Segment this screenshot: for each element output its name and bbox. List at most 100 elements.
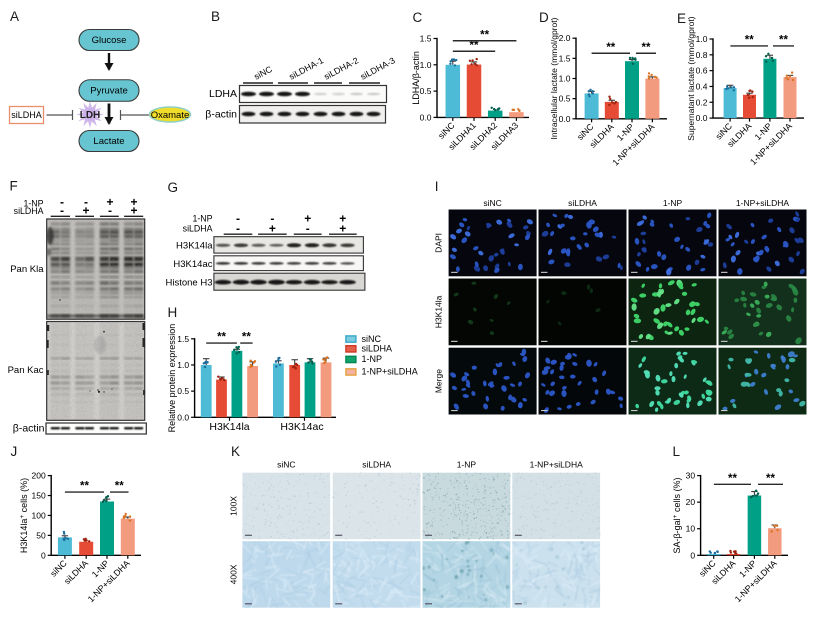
- svg-text:0.6: 0.6: [696, 66, 708, 76]
- svg-text:-: -: [108, 203, 112, 217]
- svg-text:E: E: [677, 11, 686, 26]
- svg-text:+: +: [339, 221, 346, 235]
- svg-text:**: **: [728, 473, 737, 485]
- svg-text:+: +: [82, 203, 89, 217]
- svg-text:β-actin: β-actin: [13, 423, 45, 435]
- svg-text:**: **: [217, 332, 226, 344]
- svg-text:siLDHA: siLDHA: [362, 344, 393, 354]
- svg-text:Pan Kac: Pan Kac: [8, 365, 44, 376]
- svg-text:1.5: 1.5: [177, 334, 189, 344]
- svg-text:H3K14ac: H3K14ac: [173, 259, 212, 270]
- svg-text:SA-β-gal+ cells (%): SA-β-gal+ cells (%): [672, 478, 682, 554]
- svg-text:400X: 400X: [229, 564, 239, 584]
- svg-text:C: C: [413, 10, 423, 25]
- svg-text:0.0: 0.0: [696, 113, 708, 123]
- svg-text:I: I: [435, 179, 439, 194]
- svg-text:1.5: 1.5: [420, 34, 432, 44]
- svg-text:0: 0: [41, 550, 46, 560]
- svg-text:F: F: [10, 179, 18, 194]
- svg-text:H3K14la: H3K14la: [176, 241, 213, 252]
- svg-text:+: +: [130, 203, 137, 217]
- svg-text:**: **: [745, 35, 754, 47]
- svg-text:siNC: siNC: [277, 460, 295, 470]
- svg-text:0.5: 0.5: [420, 86, 432, 96]
- svg-text:siLDHA: siLDHA: [568, 198, 597, 208]
- svg-text:1-NP: 1-NP: [362, 354, 383, 364]
- svg-text:**: **: [80, 481, 89, 493]
- svg-text:0.2: 0.2: [696, 97, 708, 107]
- svg-text:H3K14la: H3K14la: [434, 295, 444, 328]
- svg-text:B: B: [211, 9, 220, 24]
- svg-text:Pyruvate: Pyruvate: [90, 86, 128, 97]
- svg-text:K: K: [231, 444, 240, 459]
- svg-text:1-NP+siLDHA: 1-NP+siLDHA: [530, 460, 583, 470]
- svg-text:**: **: [115, 481, 124, 493]
- svg-text:1-NP+siLDHA: 1-NP+siLDHA: [362, 367, 418, 377]
- svg-text:0.4: 0.4: [696, 81, 708, 91]
- svg-text:**: **: [779, 35, 788, 47]
- svg-text:150: 150: [32, 491, 46, 501]
- svg-text:siLDHA: siLDHA: [14, 206, 44, 216]
- svg-text:**: **: [606, 42, 615, 54]
- svg-text:20: 20: [686, 497, 696, 507]
- svg-text:50: 50: [36, 530, 46, 540]
- svg-text:1-NP: 1-NP: [663, 198, 683, 208]
- svg-text:10: 10: [686, 524, 696, 534]
- svg-text:100X: 100X: [229, 496, 239, 516]
- svg-text:H: H: [168, 305, 178, 320]
- svg-text:1-NP: 1-NP: [192, 214, 212, 224]
- svg-text:LDHA: LDHA: [209, 88, 237, 100]
- svg-text:**: **: [480, 29, 489, 41]
- svg-text:100: 100: [32, 510, 46, 520]
- svg-text:200: 200: [32, 471, 46, 481]
- svg-text:0.5: 0.5: [559, 94, 571, 104]
- svg-text:H3K14la: H3K14la: [209, 421, 249, 433]
- svg-text:-: -: [306, 221, 310, 235]
- svg-text:1.0: 1.0: [420, 60, 432, 70]
- svg-text:siNC: siNC: [483, 198, 501, 208]
- svg-text:30: 30: [686, 471, 696, 481]
- svg-text:Lactate: Lactate: [93, 136, 124, 147]
- svg-text:J: J: [11, 444, 18, 459]
- svg-text:0: 0: [690, 550, 695, 560]
- svg-text:L: L: [673, 444, 681, 459]
- svg-text:-: -: [60, 203, 64, 217]
- svg-text:G: G: [168, 180, 179, 195]
- svg-text:Merge: Merge: [434, 369, 444, 393]
- svg-text:Pan Kla: Pan Kla: [10, 264, 44, 275]
- svg-text:0.5: 0.5: [177, 386, 189, 396]
- svg-text:LDHA/β-actin: LDHA/β-actin: [411, 51, 421, 105]
- svg-text:DAPI: DAPI: [434, 233, 444, 253]
- svg-text:**: **: [642, 42, 651, 54]
- svg-text:A: A: [10, 9, 19, 24]
- svg-text:1.0: 1.0: [696, 34, 708, 44]
- svg-text:**: **: [766, 473, 775, 485]
- svg-text:+: +: [269, 221, 276, 235]
- svg-text:siLDHA: siLDHA: [183, 224, 213, 234]
- svg-text:1.5: 1.5: [559, 53, 571, 63]
- svg-text:2.0: 2.0: [559, 33, 571, 43]
- svg-text:β-actin: β-actin: [205, 109, 237, 121]
- svg-text:siNC: siNC: [362, 334, 382, 344]
- svg-text:0.0: 0.0: [177, 412, 189, 422]
- svg-text:1.0: 1.0: [559, 74, 571, 84]
- svg-text:Glucose: Glucose: [92, 35, 127, 46]
- svg-text:**: **: [242, 332, 251, 344]
- svg-text:0.0: 0.0: [559, 114, 571, 124]
- svg-text:**: **: [470, 40, 479, 52]
- svg-text:Intracellular lactate (mmol/gp: Intracellular lactate (mmol/gprot): [549, 17, 559, 139]
- svg-text:siLDHA: siLDHA: [11, 110, 42, 120]
- svg-text:Relative protein expression: Relative protein expression: [167, 324, 177, 433]
- svg-text:H3K14ac: H3K14ac: [280, 421, 323, 433]
- svg-text:-: -: [236, 221, 240, 235]
- svg-text:1.0: 1.0: [177, 360, 189, 370]
- svg-text:1-NP+siLDHA: 1-NP+siLDHA: [736, 198, 789, 208]
- svg-text:Oxamate: Oxamate: [151, 110, 190, 121]
- svg-text:1-NP: 1-NP: [457, 460, 477, 470]
- svg-text:H3K14la+ cells (%): H3K14la+ cells (%): [19, 478, 29, 553]
- svg-text:D: D: [539, 10, 549, 25]
- svg-text:siLDHA: siLDHA: [362, 460, 391, 470]
- svg-text:Supernatant lactate (mmol/gpro: Supernatant lactate (mmol/gprot): [686, 16, 696, 140]
- svg-text:0.8: 0.8: [696, 50, 708, 60]
- svg-text:Histone H3: Histone H3: [166, 278, 213, 289]
